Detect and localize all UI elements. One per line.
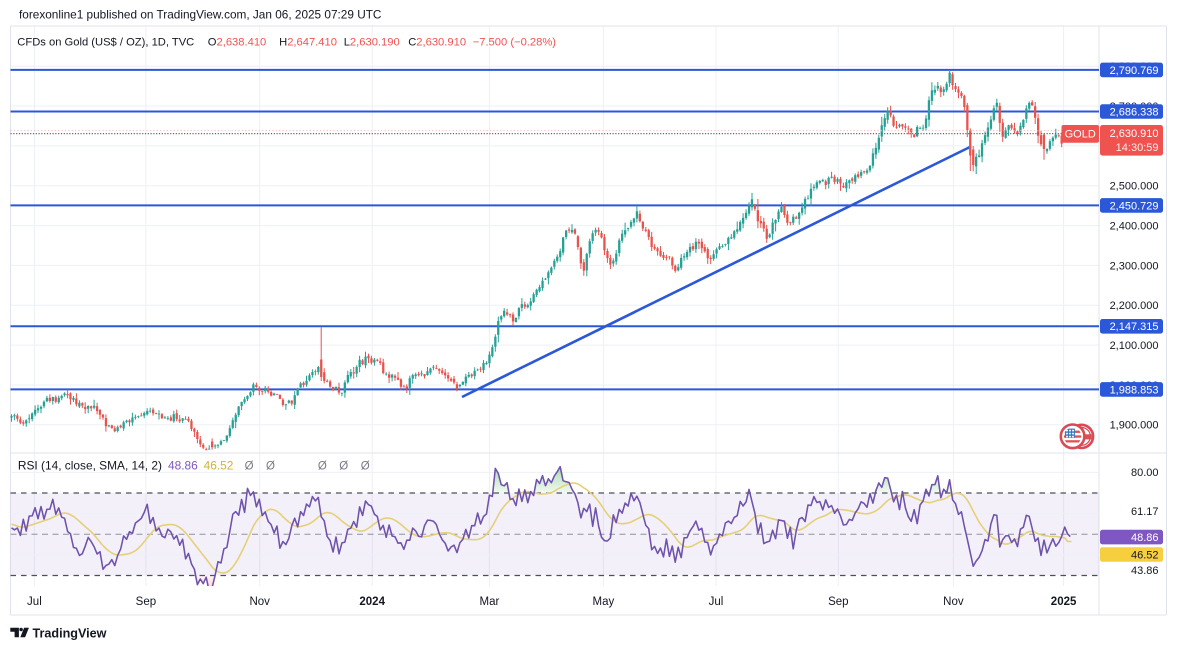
svg-text:Ø: Ø [245, 460, 254, 472]
svg-text:2,300.000: 2,300.000 [1110, 260, 1159, 272]
svg-text:80.00: 80.00 [1131, 467, 1159, 479]
svg-text:46.52: 46.52 [1131, 549, 1159, 561]
svg-text:2,450.729: 2,450.729 [1110, 200, 1159, 212]
svg-text:14:30:59: 14:30:59 [1116, 142, 1159, 154]
svg-text:Sep: Sep [136, 596, 156, 608]
svg-text:CFDs on Gold (US$ / OZ), 1D, T: CFDs on Gold (US$ / OZ), 1D, TVC [17, 37, 194, 49]
svg-text:1,900.000: 1,900.000 [1110, 420, 1159, 432]
svg-text:2,790.769: 2,790.769 [1110, 65, 1159, 77]
svg-text:forexonline1 published on Trad: forexonline1 published on TradingView.co… [19, 7, 382, 21]
svg-text:Mar: Mar [479, 596, 499, 608]
svg-text:46.52: 46.52 [204, 458, 234, 472]
svg-text:RSI (14, close, SMA, 14, 2): RSI (14, close, SMA, 14, 2) [18, 458, 162, 472]
svg-text:48.86: 48.86 [1131, 532, 1159, 544]
svg-text:Jul: Jul [27, 596, 42, 608]
svg-text:Ø: Ø [266, 460, 275, 472]
svg-text:Ø: Ø [361, 460, 370, 472]
svg-text:May: May [593, 596, 615, 608]
svg-text:C2,630.910: C2,630.910 [408, 37, 466, 49]
svg-text:Jul: Jul [709, 596, 724, 608]
svg-text:2,200.000: 2,200.000 [1110, 300, 1159, 312]
svg-text:43.86: 43.86 [1131, 565, 1159, 577]
svg-text:L2,630.190: L2,630.190 [344, 37, 400, 49]
svg-text:2024: 2024 [359, 596, 385, 608]
svg-text:Ø: Ø [339, 460, 348, 472]
svg-text:2,100.000: 2,100.000 [1110, 340, 1159, 352]
svg-text:Nov: Nov [943, 596, 964, 608]
svg-text:O2,638.410: O2,638.410 [208, 37, 266, 49]
svg-text:TradingView: TradingView [33, 627, 107, 641]
svg-text:H2,647.410: H2,647.410 [279, 37, 337, 49]
svg-text:1,988.853: 1,988.853 [1110, 384, 1159, 396]
svg-text:2,400.000: 2,400.000 [1110, 220, 1159, 232]
svg-text:Nov: Nov [249, 596, 270, 608]
svg-text:Sep: Sep [828, 596, 848, 608]
svg-text:2,500.000: 2,500.000 [1110, 181, 1159, 193]
svg-text:2025: 2025 [1051, 596, 1077, 608]
svg-text:2,630.910: 2,630.910 [1110, 128, 1159, 140]
svg-text:2,686.338: 2,686.338 [1110, 106, 1159, 118]
svg-text:61.17: 61.17 [1131, 506, 1159, 518]
svg-text:48.86: 48.86 [168, 458, 198, 472]
svg-text:2,147.315: 2,147.315 [1110, 321, 1159, 333]
svg-text:Ø: Ø [318, 460, 327, 472]
svg-text:−7.500 (−0.28%): −7.500 (−0.28%) [473, 37, 557, 49]
svg-text:GOLD: GOLD [1065, 129, 1096, 141]
